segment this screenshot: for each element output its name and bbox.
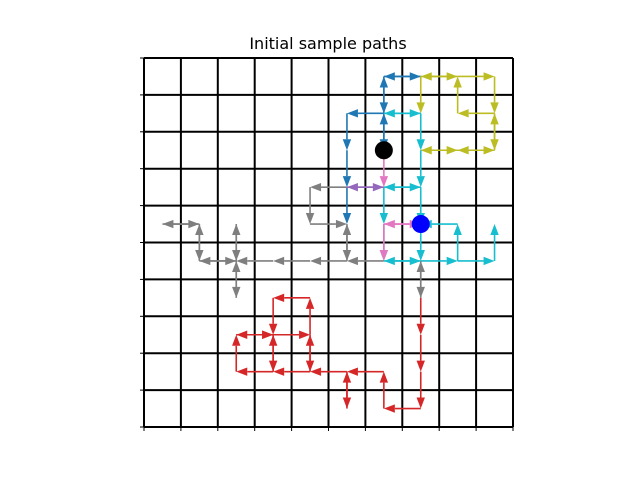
arrow-head — [305, 213, 315, 225]
arrow-head — [379, 176, 389, 188]
arrow-head — [379, 102, 389, 114]
arrow-head — [273, 367, 285, 376]
ticks-layer — [140, 57, 514, 431]
arrow-head — [310, 367, 322, 376]
arrow-head — [416, 249, 425, 261]
arrow-head — [409, 109, 421, 118]
arrow-head — [379, 371, 389, 383]
arrow-head — [232, 249, 241, 261]
series-layer — [162, 72, 499, 413]
arrow-head — [195, 249, 204, 261]
arrow-head — [453, 76, 462, 88]
start-marker — [374, 141, 393, 160]
arrow-head — [416, 360, 425, 372]
arrow-head — [416, 260, 425, 272]
arrow-head — [268, 323, 278, 335]
arrow-head — [342, 371, 352, 383]
arrow-head — [342, 224, 352, 236]
arrow-head — [236, 367, 248, 376]
grid-layer — [143, 57, 514, 428]
arrow-head — [446, 256, 458, 266]
arrow-head — [188, 219, 200, 229]
arrow-head — [416, 323, 425, 335]
arrow-head — [416, 102, 425, 114]
arrow-head — [446, 146, 458, 155]
arrow-head — [232, 334, 241, 346]
path-series-0 — [342, 72, 421, 225]
arrow-head — [305, 334, 315, 346]
arrow-head — [342, 176, 352, 188]
path-series-1 — [416, 72, 499, 155]
arrow-head — [420, 72, 432, 81]
arrow-head — [416, 139, 425, 151]
arrow-head — [342, 139, 352, 151]
arrow-head — [457, 109, 469, 118]
arrow-head — [310, 182, 322, 192]
arrow-head — [346, 256, 358, 266]
arrow-head — [490, 102, 499, 114]
path-series-3 — [346, 182, 384, 192]
arrow-head — [305, 297, 315, 309]
arrow-head — [346, 367, 358, 376]
arrow-head — [383, 219, 395, 229]
arrow-head — [346, 182, 358, 192]
arrow-head — [483, 146, 495, 155]
arrow-head — [299, 330, 311, 339]
arrow-head — [416, 176, 425, 188]
arrow-head — [236, 256, 248, 266]
chart-title: Initial sample paths — [249, 34, 406, 53]
arrow-head — [273, 256, 285, 266]
arrow-head — [310, 256, 322, 266]
arrow-head — [335, 219, 347, 229]
arrow-head — [383, 404, 395, 413]
arrow-head — [383, 72, 395, 81]
marker-layer — [374, 141, 430, 234]
arrow-head — [225, 256, 237, 266]
arrow-head — [342, 213, 352, 225]
arrow-head — [416, 397, 425, 409]
path-series-6 — [232, 293, 425, 413]
goal-marker — [411, 215, 430, 234]
arrow-head — [379, 213, 389, 225]
arrow-head — [268, 334, 278, 346]
arrow-head — [409, 182, 421, 192]
arrow-head — [453, 224, 462, 236]
arrow-head — [483, 256, 495, 266]
arrow-head — [490, 113, 499, 125]
arrow-head — [379, 249, 389, 261]
arrow-head — [383, 256, 395, 266]
arrow-head — [262, 330, 274, 339]
arrow-head — [490, 224, 499, 236]
path-series-5 — [162, 182, 425, 298]
arrow-head — [273, 293, 285, 303]
arrow-head — [346, 109, 358, 118]
arrow-head — [232, 260, 241, 272]
arrow-head — [483, 72, 495, 81]
